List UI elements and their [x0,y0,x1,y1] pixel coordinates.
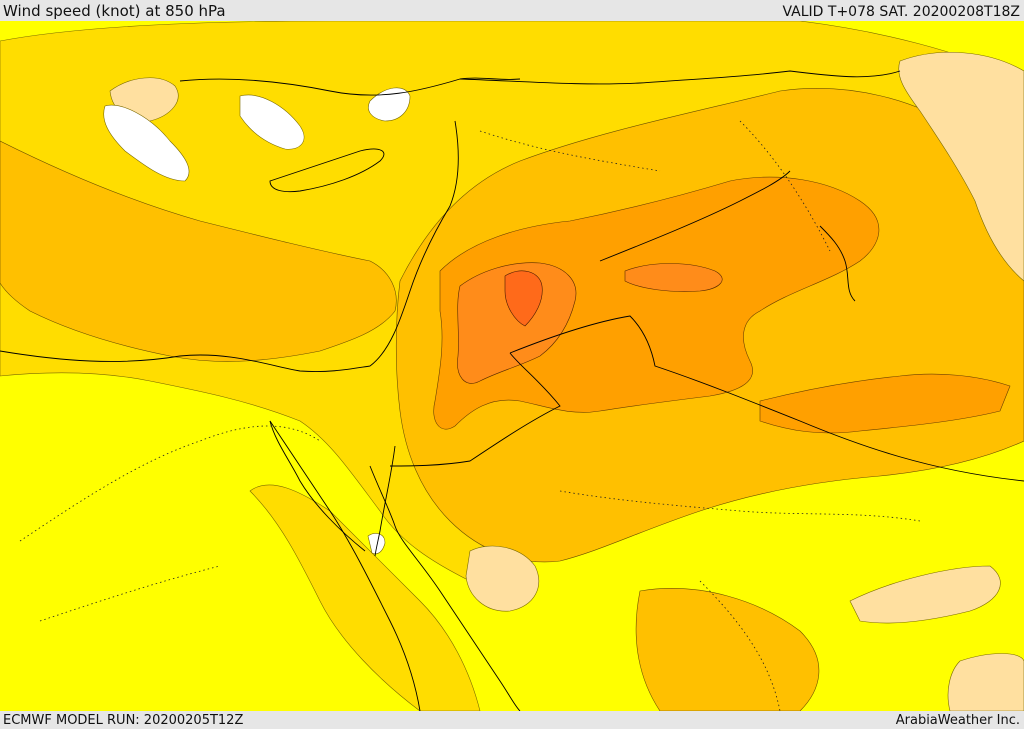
map-footer: ECMWF MODEL RUN: 20200205T12Z ArabiaWeat… [0,711,1024,729]
dotted-border-1 [19,425,321,542]
contour-low-white-2 [239,94,305,150]
border-saudi-west [389,352,561,467]
contour-pale-southeast [849,565,1001,624]
border-north [459,70,901,85]
contour-stronger-east [624,263,723,292]
border-iraq-west [599,170,791,262]
coastline-turkey [179,77,521,96]
dotted-borders [19,120,921,711]
map-header: Wind speed (knot) at 850 hPa VALID T+078… [0,0,1024,21]
dotted-border-2 [39,565,221,622]
contour-stronger [457,262,577,384]
coastline-suez-gulf [269,420,366,552]
border-jordan [509,315,1024,482]
borders [0,70,1024,711]
wind-speed-map [0,21,1024,711]
dotted-border-3 [479,130,661,172]
map-title: Wind speed (knot) at 850 hPa [3,2,226,20]
coastline-red-sea-west [269,420,421,711]
dotted-border-6 [699,580,781,711]
contour-low-white-1 [103,104,190,182]
coastline-cyprus [269,148,385,193]
map-canvas [0,21,1024,711]
contour-low-white-3 [368,87,411,122]
coastline-persian-gulf [819,225,856,302]
coastline-gulf-aqaba [374,445,396,557]
coastline-red-sea-east [369,465,521,711]
valid-time: VALID T+078 SAT. 20200208T18Z [782,4,1020,20]
contour-strongest [504,270,543,327]
contour-pale-northeast [898,52,1024,282]
contour-strong-east-band [759,373,1011,434]
model-run: ECMWF MODEL RUN: 20200205T12Z [3,713,244,728]
credit-label: ArabiaWeather Inc. [895,713,1020,728]
contour-strong [433,176,880,430]
contour-pale-east-edge [947,653,1024,711]
contour-moderate-southeast [635,588,820,711]
contour-pale-center [465,545,540,612]
dotted-border-5 [559,490,921,522]
coastline-mediterranean [0,120,459,372]
contour-moderate-west [0,140,397,362]
